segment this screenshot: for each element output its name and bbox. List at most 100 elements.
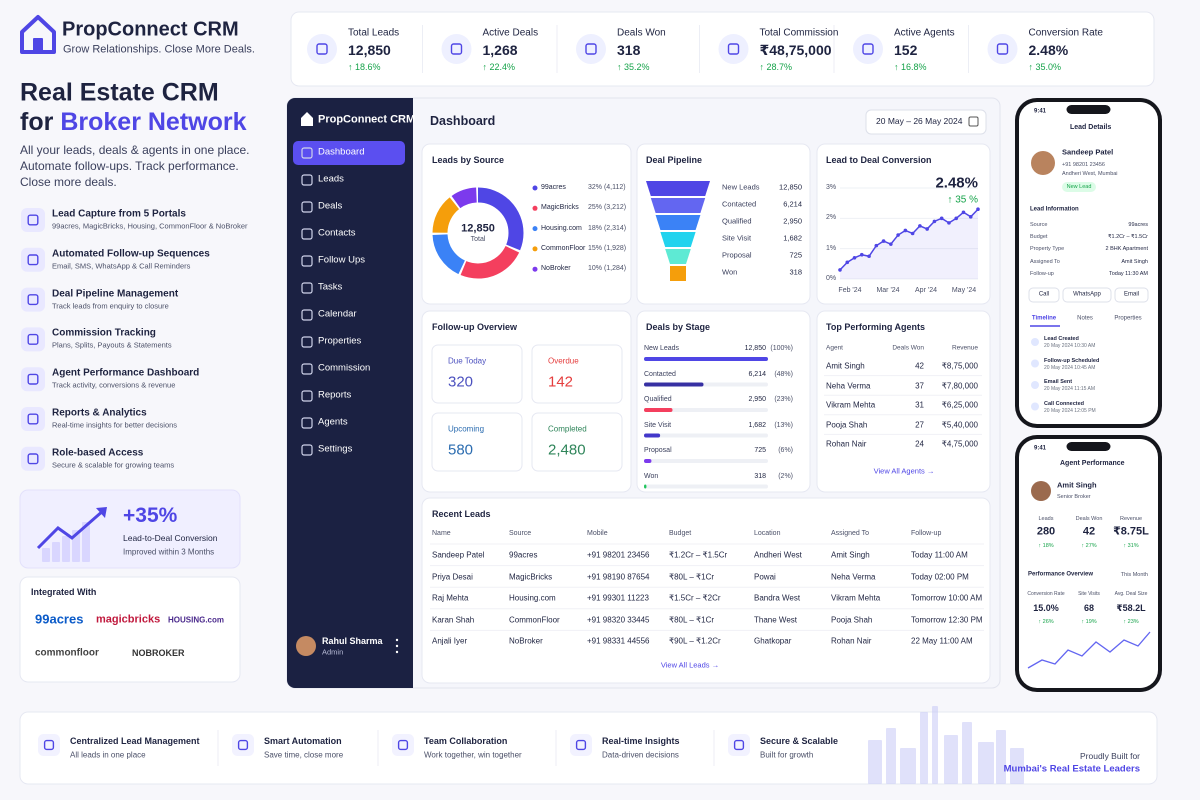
kpi-change: ↑ 18.6% bbox=[348, 61, 381, 72]
sidebar-item[interactable]: Deals bbox=[318, 200, 343, 212]
metric-label: Site Visits bbox=[1078, 591, 1100, 598]
table-cell: Today 02:00 PM bbox=[911, 572, 969, 581]
legend-label: 99acres bbox=[541, 183, 566, 191]
table-cell: ₹90L – ₹1.2Cr bbox=[669, 636, 721, 646]
sidebar-item[interactable]: Reports bbox=[318, 389, 352, 401]
field-value: Today 11:30 AM bbox=[1108, 270, 1148, 277]
pipeline-label: Won bbox=[722, 267, 738, 277]
tab[interactable]: Timeline bbox=[1031, 315, 1057, 322]
funnel-stage bbox=[660, 232, 696, 247]
footer-subtitle: Built for growth bbox=[760, 750, 814, 760]
hero-description: All your leads, deals & agents in one pl… bbox=[20, 143, 250, 158]
dashboard-title: Dashboard bbox=[430, 113, 496, 128]
phone-notch bbox=[1066, 105, 1111, 114]
table-cell: Pooja Shah bbox=[831, 615, 873, 625]
line-point bbox=[867, 254, 871, 259]
skyline bbox=[932, 706, 938, 784]
view-all-link[interactable]: View All Leads → bbox=[660, 660, 720, 670]
tab[interactable]: Notes bbox=[1077, 315, 1093, 322]
icon-glyph bbox=[397, 739, 409, 751]
stage-track bbox=[644, 408, 768, 412]
field-label: Property Type bbox=[1030, 246, 1065, 253]
sidebar-item[interactable]: Commission bbox=[318, 362, 371, 374]
skyline bbox=[868, 740, 882, 784]
sidebar-item[interactable]: Leads bbox=[318, 173, 344, 185]
kpi-change: ↑ 35.0% bbox=[1028, 61, 1062, 72]
view-all-link[interactable]: View All Agents → bbox=[873, 466, 935, 476]
stage-count: 725 bbox=[754, 446, 766, 454]
stat-label: Deals Won bbox=[1075, 515, 1103, 522]
x-tick-label: May '24 bbox=[951, 286, 977, 294]
stage-percent: (6%) bbox=[778, 446, 793, 454]
stage-count: 318 bbox=[754, 472, 766, 480]
x-tick-label: Feb '24 bbox=[838, 286, 862, 294]
icon bbox=[21, 247, 45, 272]
action-label[interactable]: Email bbox=[1123, 291, 1140, 298]
funnel-stage bbox=[646, 181, 710, 196]
table-cell: ₹80L – ₹1Cr bbox=[669, 615, 715, 625]
y-tick-label: 1% bbox=[826, 244, 837, 252]
date-range: 20 May – 26 May 2024 bbox=[876, 116, 963, 127]
table-cell: Bandra West bbox=[754, 593, 801, 603]
pipeline-value: 725 bbox=[789, 250, 802, 260]
skyline bbox=[962, 722, 972, 784]
brand-name: PropConnect CRM bbox=[62, 18, 239, 41]
legend-label: NoBroker bbox=[541, 265, 571, 273]
sidebar-item[interactable]: Dashboard bbox=[318, 146, 365, 158]
sidebar-item[interactable]: Contacts bbox=[318, 227, 356, 239]
stage-count: 6,214 bbox=[748, 370, 766, 378]
lead-name: Sandeep Patel bbox=[1062, 147, 1114, 157]
stat-value: ₹8.75L bbox=[1113, 525, 1149, 538]
card-title: Follow-up Overview bbox=[432, 321, 518, 332]
field-value: Amit Singh bbox=[1121, 258, 1148, 265]
table-cell: 24 bbox=[915, 439, 924, 449]
stage-percent: (48%) bbox=[774, 370, 793, 378]
table-header: Agent bbox=[826, 344, 843, 352]
sidebar-item[interactable]: Properties bbox=[318, 335, 362, 347]
user-avatar bbox=[296, 636, 316, 656]
sidebar-icon bbox=[301, 228, 313, 240]
icon bbox=[21, 367, 45, 392]
stage-count: 1,682 bbox=[748, 421, 766, 429]
line-point bbox=[918, 224, 922, 228]
table-cell: ₹1.5Cr – ₹2Cr bbox=[669, 593, 721, 603]
footer-subtitle: Data-driven decisions bbox=[602, 750, 679, 760]
line-area bbox=[840, 209, 978, 279]
icon bbox=[38, 734, 60, 756]
pipeline-value: 2,950 bbox=[783, 216, 802, 226]
promo-bar bbox=[42, 548, 50, 562]
tab[interactable]: Properties bbox=[1114, 315, 1142, 322]
table-cell: +91 98320 33445 bbox=[587, 615, 650, 625]
action-label[interactable]: Call bbox=[1038, 291, 1050, 298]
sidebar-item[interactable]: Settings bbox=[318, 443, 353, 455]
hero-title: Real Estate CRM bbox=[20, 78, 219, 107]
kpi-icon-glyph bbox=[450, 43, 463, 55]
sidebar-item[interactable]: Tasks bbox=[318, 281, 343, 293]
calendar-icon bbox=[968, 116, 979, 127]
skyline bbox=[944, 735, 958, 784]
action-label[interactable]: WhatsApp bbox=[1073, 291, 1101, 298]
lead-avatar bbox=[1031, 151, 1055, 175]
table-header: Source bbox=[509, 529, 532, 537]
sidebar-item[interactable]: Follow Ups bbox=[318, 254, 365, 266]
timeline-title: Follow-up Scheduled bbox=[1044, 357, 1100, 364]
followup-value: 580 bbox=[448, 441, 474, 459]
sidebar-item[interactable]: Agents bbox=[318, 416, 348, 428]
stage-percent: (2%) bbox=[778, 472, 793, 480]
legend-value: 25% (3,212) bbox=[588, 204, 627, 212]
legend-dot bbox=[532, 266, 538, 272]
kpi-label: Conversion Rate bbox=[1028, 27, 1103, 39]
sidebar-active bbox=[293, 141, 405, 165]
stage-label: New Leads bbox=[644, 344, 680, 352]
metric-change: ↑ 23% bbox=[1123, 618, 1139, 625]
footer-title: Centralized Lead Management bbox=[70, 735, 200, 746]
field-label: Source bbox=[1030, 221, 1048, 228]
sidebar-item[interactable]: Calendar bbox=[318, 308, 357, 320]
action-button bbox=[1028, 287, 1060, 303]
line-point bbox=[881, 239, 886, 243]
field-value: 2 BHK Apartment bbox=[1105, 246, 1149, 253]
hero-title-line: for Broker Network bbox=[20, 108, 247, 137]
icon-glyph bbox=[27, 254, 39, 266]
kpi-icon-glyph bbox=[727, 43, 740, 55]
